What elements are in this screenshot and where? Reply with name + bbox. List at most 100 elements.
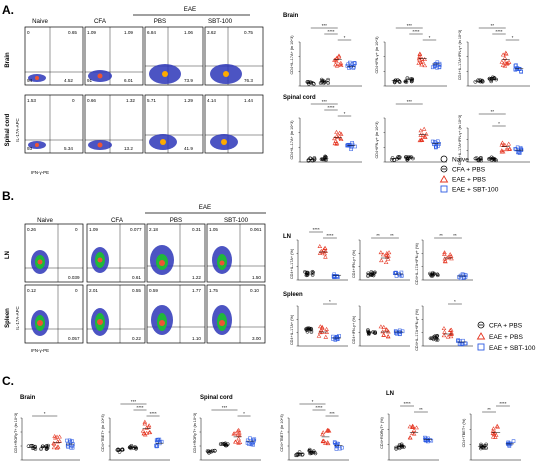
data-point bbox=[437, 61, 442, 66]
significance-label: **** bbox=[403, 401, 410, 406]
data-point bbox=[437, 65, 442, 69]
data-point bbox=[448, 334, 454, 339]
data-point bbox=[304, 270, 309, 275]
panel-label-a: A. bbox=[2, 3, 14, 17]
data-point bbox=[449, 330, 454, 335]
data-point bbox=[335, 134, 341, 139]
legend-a: Naive CFA + PBS EAE + PBS EAE + SBT-100 bbox=[439, 155, 499, 194]
significance-label: ** bbox=[390, 233, 394, 238]
q-lr: 0.039 bbox=[68, 275, 80, 280]
q-ur: 1.77 bbox=[192, 288, 201, 293]
data-point bbox=[350, 141, 354, 145]
data-point bbox=[142, 419, 148, 424]
q-ur: 0 bbox=[75, 288, 78, 293]
data-point bbox=[115, 448, 120, 452]
data-point bbox=[311, 82, 316, 86]
data-point bbox=[324, 428, 330, 433]
ylabel: CD4+IL-17A+ (in 10^3) bbox=[290, 120, 294, 160]
q-ur: 0.061 bbox=[250, 227, 262, 232]
data-point bbox=[345, 143, 349, 148]
q-ul: 1.09 bbox=[87, 30, 96, 35]
q-ur: 0.55 bbox=[132, 288, 141, 293]
data-point bbox=[231, 431, 237, 436]
data-point bbox=[419, 137, 425, 142]
data-point bbox=[65, 438, 69, 443]
data-point bbox=[334, 141, 339, 146]
data-point bbox=[212, 449, 217, 453]
data-point bbox=[295, 452, 300, 456]
data-point bbox=[141, 431, 147, 436]
significance-label: ** bbox=[439, 233, 443, 238]
q-lr: 4.52 bbox=[64, 78, 73, 83]
q-lr: 0.057 bbox=[68, 336, 80, 341]
legend-naive-marker bbox=[440, 155, 448, 163]
data-point bbox=[502, 63, 508, 68]
significance-label: ** bbox=[487, 407, 491, 412]
dot-plot: ****** bbox=[469, 401, 521, 461]
significance-label: * bbox=[44, 411, 46, 416]
legend-sbt-marker bbox=[440, 185, 448, 193]
flow-plot: 1.09 1.09 91 6.01 bbox=[84, 26, 144, 86]
significance-label: * bbox=[344, 35, 346, 40]
data-point bbox=[397, 155, 402, 160]
legend-sbt: EAE + SBT-100 bbox=[452, 187, 499, 194]
data-point bbox=[443, 259, 448, 264]
dot-plot: ** ** bbox=[358, 233, 410, 281]
data-point bbox=[393, 329, 398, 333]
data-point bbox=[500, 62, 506, 67]
data-point bbox=[335, 335, 340, 339]
data-point bbox=[433, 334, 437, 339]
data-point bbox=[334, 63, 340, 68]
data-point bbox=[318, 324, 323, 329]
flow-plot: 3.62 0.75 76.3 bbox=[204, 26, 264, 86]
data-point bbox=[334, 447, 339, 451]
data-point bbox=[320, 438, 326, 443]
data-point bbox=[435, 65, 439, 70]
data-point bbox=[489, 79, 494, 84]
data-point bbox=[392, 79, 397, 84]
data-point bbox=[407, 424, 413, 429]
data-point bbox=[303, 269, 307, 274]
panel-b-dotplots: LN Spleen CD4+IL-17A+ (%) CD4+IFN-γ+ (%)… bbox=[283, 234, 419, 351]
data-point bbox=[247, 442, 251, 446]
significance-label: * bbox=[454, 299, 456, 304]
data-point bbox=[300, 452, 305, 457]
flow-plot: 4.14 1.44 bbox=[204, 94, 264, 154]
dot-plot bbox=[358, 305, 410, 347]
q-ul: 0.66 bbox=[87, 98, 96, 103]
data-point bbox=[405, 157, 410, 162]
significance-label: *** bbox=[322, 99, 328, 104]
q-ur: 0.077 bbox=[130, 227, 142, 232]
significance-label: *** bbox=[222, 405, 228, 410]
significance-label: **** bbox=[326, 233, 333, 238]
q-lr: 1.10 bbox=[192, 336, 201, 341]
data-point bbox=[116, 447, 121, 452]
data-point bbox=[411, 427, 417, 432]
significance-label: **** bbox=[495, 29, 502, 34]
significance-label: * bbox=[312, 399, 314, 404]
row-spleen-b: Spleen bbox=[5, 308, 11, 328]
dot-plot: * bbox=[296, 299, 348, 347]
data-point bbox=[316, 333, 322, 338]
data-point bbox=[332, 136, 337, 141]
yaxis-b: IL-17A-APC bbox=[15, 306, 20, 329]
significance-label: **** bbox=[412, 29, 419, 34]
q-ul: 1.05 bbox=[209, 227, 218, 232]
cond-naive-a: Naive bbox=[32, 18, 48, 25]
data-point bbox=[309, 330, 314, 334]
data-point bbox=[385, 334, 391, 338]
data-point bbox=[51, 441, 56, 445]
data-point bbox=[386, 253, 391, 258]
data-point bbox=[408, 435, 413, 440]
data-point bbox=[487, 76, 492, 81]
data-point bbox=[380, 329, 385, 334]
data-point bbox=[422, 134, 427, 139]
data-point bbox=[457, 275, 461, 279]
data-point bbox=[317, 244, 323, 248]
significance-label: **** bbox=[327, 105, 334, 110]
data-point bbox=[502, 142, 508, 147]
legend-naive: Naive bbox=[452, 157, 469, 164]
data-point bbox=[519, 147, 524, 152]
data-point bbox=[295, 452, 300, 457]
